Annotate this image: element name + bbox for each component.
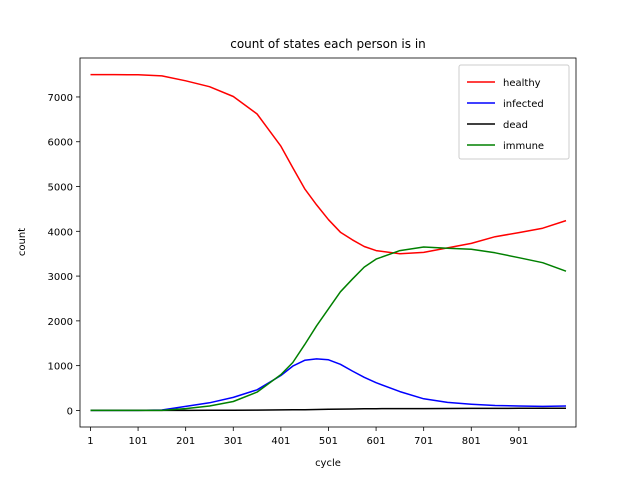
series-layer: [90, 73, 567, 412]
x-tick-label: 101: [129, 436, 148, 447]
y-tick-label: 4000: [48, 227, 73, 238]
x-tick-label: 401: [271, 436, 290, 447]
x-tick-label: 301: [224, 436, 243, 447]
series-line-dead: [90, 407, 567, 412]
y-tick-label: 1000: [48, 362, 73, 373]
legend-label-immune: immune: [503, 141, 544, 152]
y-tick-label: 7000: [48, 93, 73, 104]
x-tick-label: 501: [319, 436, 338, 447]
series-line-healthy: [90, 73, 567, 255]
x-tick-label: 701: [414, 436, 433, 447]
y-tick-label: 6000: [48, 138, 73, 149]
x-tick-label: 601: [367, 436, 386, 447]
legend-label-dead: dead: [503, 120, 528, 131]
x-tick-label: 201: [176, 436, 195, 447]
x-tick-label: 1: [87, 436, 93, 447]
y-tick-label: 0: [67, 406, 73, 417]
axes-layer: 1 101 201 301 401 501 601 701 801 901 0 1000 2000 300…: [48, 57, 577, 447]
x-tick-label: 801: [462, 436, 481, 447]
y-axis-label: count: [17, 228, 28, 256]
plot-frame: [79, 57, 577, 428]
legend-box: [458, 64, 570, 160]
series-line-infected: [90, 358, 567, 412]
legend: healthy infected dead immune: [458, 64, 570, 160]
y-tick-label: 5000: [48, 183, 73, 194]
chart-title: count of states each person is in: [230, 37, 426, 51]
y-tick-label: 3000: [48, 272, 73, 283]
y-tick-label: 2000: [48, 317, 73, 328]
x-axis-label: cycle: [315, 458, 341, 469]
x-tick-label: 901: [509, 436, 528, 447]
legend-label-healthy: healthy: [503, 78, 541, 89]
legend-label-infected: infected: [503, 99, 544, 110]
series-line-immune: [90, 246, 567, 412]
